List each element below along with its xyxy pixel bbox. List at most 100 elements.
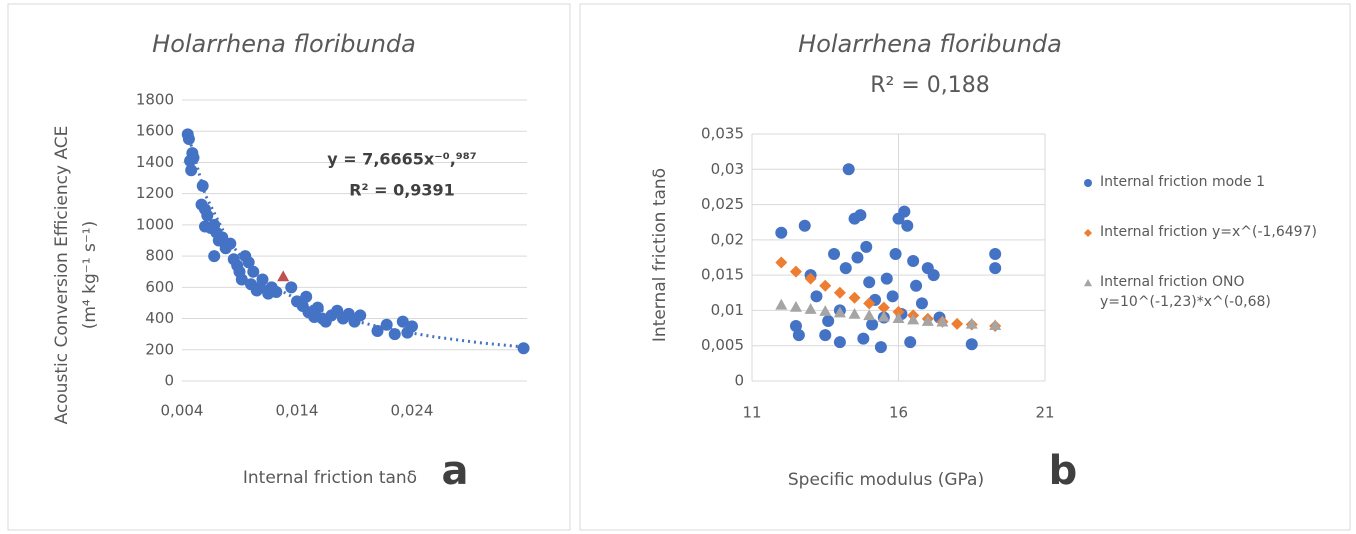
point [989,247,1002,260]
point [965,317,978,329]
point [842,163,855,176]
y-tick-label: 0,01 [711,301,744,319]
point [208,250,221,263]
point [904,336,917,349]
point [311,301,324,314]
panel-frame [579,3,1351,531]
point [898,205,911,218]
point [819,305,832,316]
y-tick-label: 0 [164,372,174,390]
y-tick-label: 1000 [136,215,174,233]
point [270,286,283,299]
legend-item: Internal friction mode 1 [1082,172,1342,192]
point [863,276,876,289]
y-tick-label: 1200 [136,184,174,202]
legend-marker [1084,179,1092,187]
point [1084,279,1092,287]
legend-label: Internal friction mode 1 [1100,174,1266,190]
trendline [186,132,524,349]
y-tick-label: 1600 [136,122,174,140]
point [256,273,269,286]
point [915,297,928,310]
point [833,306,846,318]
point [388,328,401,341]
point [185,164,198,177]
panel-label: b [1049,448,1078,494]
point [235,273,248,286]
legend-marker [1084,279,1092,287]
point [810,290,823,303]
y-axis-label: Acoustic Conversion Efficiency ACE [52,126,72,425]
point [989,262,1002,275]
point [828,247,841,260]
legend-marker [1084,229,1092,237]
point [1084,229,1092,237]
y-tick-label: 0,035 [701,125,744,143]
y-tick-label: 0,02 [711,230,744,248]
point [792,329,805,342]
y-axis-label: (m⁴ kg⁻¹ s⁻¹) [80,221,100,330]
point [517,342,530,355]
point [789,300,802,312]
legend-item: Internal friction ONO y=10^(-1,23)*x^(-0… [1082,272,1342,312]
point [201,209,214,222]
legend-item: Internal friction y=x^(-1,6497) [1082,222,1342,242]
point [907,313,920,325]
point [848,307,861,319]
y-tick-label: 0,03 [711,160,744,178]
point [901,219,914,232]
point [851,251,864,264]
point [775,256,788,269]
y-tick-label: 600 [145,278,174,296]
y-tick-label: 200 [145,340,174,358]
x-axis-label: Internal friction tanδ [243,468,417,488]
point [863,297,876,310]
point [833,286,846,299]
point [354,309,367,322]
point [877,301,890,314]
point [187,151,200,164]
point [775,226,788,239]
point [775,298,788,310]
x-axis-label: Specific modulus (GPa) [788,470,984,490]
y-tick-label: 800 [145,247,174,265]
y-tick-label: 400 [145,309,174,327]
point [216,231,229,244]
y-tick-label: 0,015 [701,266,744,284]
point [819,329,832,342]
point [833,336,846,349]
point [848,291,861,304]
y-tick-label: 1400 [136,153,174,171]
point [863,309,876,321]
point [798,219,811,232]
chart-subtitle: R² = 0,188 [870,73,990,98]
point [300,290,313,303]
point [1084,179,1092,187]
x-tick-label: 11 [742,404,761,422]
point [892,312,905,323]
x-tick-label: 21 [1035,404,1054,422]
legend: Internal friction mode 1 Internal frictio… [1082,172,1342,342]
y-tick-label: 0,025 [701,195,744,213]
point [380,318,393,331]
point [804,303,817,314]
chart-title: Holarrhena floribunda [798,30,1062,58]
point [965,338,978,351]
x-tick-label: 0,024 [391,402,434,420]
y-tick-label: 0,005 [701,336,744,354]
y-axis-label: Internal friction tanδ [650,168,670,342]
point [866,318,879,331]
point [789,319,802,332]
point [889,247,902,260]
legend-label: Internal friction ONO y=10^(-1,23)*x^(-0… [1100,274,1271,310]
point [854,209,867,222]
point [822,315,835,328]
point [804,272,817,285]
point [860,240,873,253]
point [247,265,260,278]
point [224,237,237,250]
legend-label: Internal friction y=x^(-1,6497) [1100,224,1317,240]
point [874,341,887,354]
